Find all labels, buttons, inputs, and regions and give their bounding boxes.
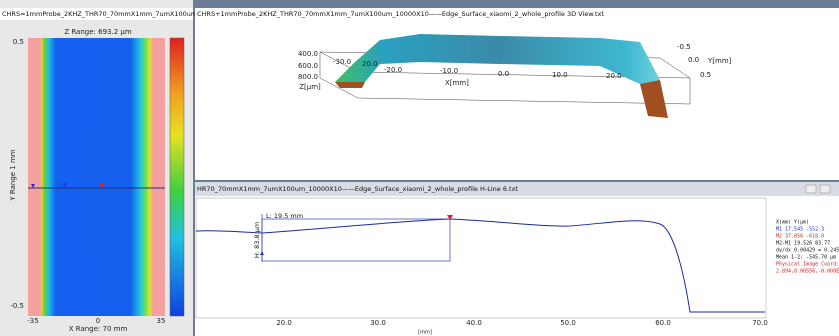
x-tick: 70.0 xyxy=(752,319,768,327)
x-mid: 0 xyxy=(96,317,100,325)
colorbar xyxy=(169,37,185,317)
length-label: L: 19.5 mm xyxy=(266,212,303,220)
surface-edge xyxy=(640,80,668,118)
surface xyxy=(335,34,660,84)
intensity-map xyxy=(28,38,165,316)
info-box: X(mm) Y(µm)M1 17.545 -552.3M2 37.056 -61… xyxy=(776,220,839,275)
x-label: X Range: 70 mm xyxy=(69,325,128,333)
info-line: M2 37.056 -618.0 xyxy=(776,234,824,240)
x-tick: -20.0 xyxy=(384,66,402,74)
info-line: dy/dx 0.00429 = 0.2456° xyxy=(776,248,839,254)
y-tick: 0.5 xyxy=(700,71,711,79)
plot-area xyxy=(195,197,767,319)
corner-label: 20.0 xyxy=(362,60,378,68)
minimize-button[interactable] xyxy=(805,184,817,194)
info-line: M1 17.545 -552.3 xyxy=(776,227,824,233)
x-tick: -30.0 xyxy=(333,58,351,66)
left-title-bar xyxy=(0,8,193,20)
y-label: Y[mm] xyxy=(707,57,732,65)
left-title: CHRS=1mmProbe_2KHZ_THR70_70mmX1mm_7umX10… xyxy=(2,10,197,18)
marker xyxy=(99,183,105,188)
x-label: X[mm] xyxy=(445,79,469,87)
y-tick: 0.0 xyxy=(688,56,699,64)
z-tick: 600.0 xyxy=(298,62,318,70)
y-top: 0.5 xyxy=(13,38,24,46)
height-label: H: 83.8 µm xyxy=(253,222,261,258)
info-line: Physical Image Coord: xyxy=(776,262,839,268)
x-label: [mm] xyxy=(418,330,432,336)
view3d-panel xyxy=(195,8,839,180)
x-tick: 50.0 xyxy=(560,319,576,327)
box-bottom xyxy=(319,52,691,105)
surface-edge xyxy=(335,82,365,88)
x-tick: 60.0 xyxy=(655,319,671,327)
profile-title: HR70_70mmX1mm_7umX100um_10000X10——Edge_S… xyxy=(197,185,518,193)
y-bottom: -0.5 xyxy=(10,302,24,310)
x-tick: 20.0 xyxy=(606,72,622,80)
y-tick: -0.5 xyxy=(677,43,691,51)
marker xyxy=(447,215,453,220)
x-tick: 10.0 xyxy=(552,71,568,79)
z-label: Z[µm] xyxy=(299,83,321,91)
x-tick: 40.0 xyxy=(466,319,482,327)
view3d-title: CHRS+1mmProbe_2KHZ_THR70_70mmX1mm_7umX10… xyxy=(197,10,604,18)
x-tick: -10.0 xyxy=(440,67,458,75)
info-line: 2.894,0.00556,-0.000E+ xyxy=(776,269,839,275)
z-range: Z Range: 693.2 µm xyxy=(64,28,132,36)
close-button[interactable] xyxy=(819,184,831,194)
x-tick: 30.0 xyxy=(370,319,386,327)
profile-title-bar xyxy=(195,182,839,196)
info-line: M2-M1 19.526 83.77 xyxy=(776,241,830,247)
marker xyxy=(62,183,68,188)
z-tick: 400.0 xyxy=(298,50,318,58)
z-tick: 800.0 xyxy=(298,73,318,81)
profile-panel xyxy=(195,182,839,336)
x-tick: 0.0 xyxy=(498,70,509,78)
marker xyxy=(260,251,264,255)
info-line: Mean 1-2: -545.70 µm xyxy=(776,255,836,261)
x-right: 35 xyxy=(157,317,166,325)
y-label: Y Range 1 mm xyxy=(9,149,17,201)
x-left: -35 xyxy=(27,317,38,325)
info-line: X(mm) Y(µm) xyxy=(776,220,809,226)
x-tick: 20.0 xyxy=(276,319,292,327)
marker xyxy=(31,184,35,188)
